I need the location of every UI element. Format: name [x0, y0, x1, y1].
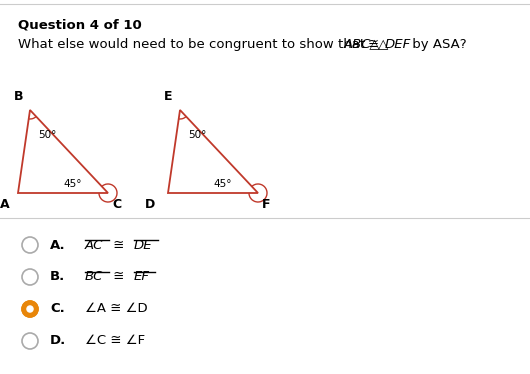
Text: by ASA?: by ASA? [408, 38, 466, 51]
Text: EF: EF [134, 270, 150, 283]
Text: 45°: 45° [214, 179, 232, 189]
Text: D: D [145, 198, 155, 211]
Text: ABC: ABC [344, 38, 372, 51]
Text: C.: C. [50, 303, 65, 316]
Text: ≅: ≅ [109, 239, 128, 251]
Text: B: B [14, 90, 23, 103]
Text: 45°: 45° [64, 179, 82, 189]
Text: F: F [262, 198, 270, 211]
Text: DE: DE [134, 239, 153, 251]
Text: D.: D. [50, 334, 66, 347]
Text: A.: A. [50, 239, 66, 251]
Text: ∠A ≅ ∠D: ∠A ≅ ∠D [85, 303, 148, 316]
Circle shape [27, 306, 33, 312]
Text: AC: AC [85, 239, 103, 251]
Text: ≅: ≅ [109, 270, 128, 283]
Text: 50°: 50° [188, 130, 206, 140]
Text: BC: BC [85, 270, 103, 283]
Circle shape [22, 269, 38, 285]
Text: ∠C ≅ ∠F: ∠C ≅ ∠F [85, 334, 145, 347]
Text: C: C [112, 198, 121, 211]
Text: B.: B. [50, 270, 65, 283]
Text: 50°: 50° [38, 130, 56, 140]
Circle shape [22, 237, 38, 253]
Text: A: A [1, 198, 10, 211]
Circle shape [22, 301, 38, 317]
Text: Question 4 of 10: Question 4 of 10 [18, 18, 142, 31]
Text: What else would need to be congruent to show that △: What else would need to be congruent to … [18, 38, 379, 51]
Text: E: E [164, 90, 172, 103]
Circle shape [22, 333, 38, 349]
Text: ≅△: ≅△ [368, 38, 390, 51]
Text: DEF: DEF [385, 38, 411, 51]
